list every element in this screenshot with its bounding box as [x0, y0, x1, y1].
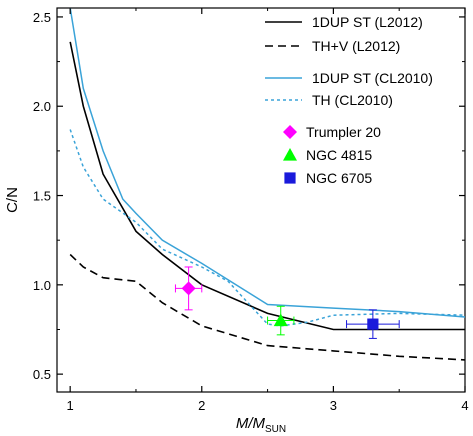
series-line — [69, 8, 465, 318]
legend-label: NGC 6705 — [306, 170, 372, 186]
legend-label: TH+V (L2012) — [312, 38, 400, 54]
axes: 1 2 3 4 0.5 1.0 1.5 2.0 2.5 M/MSUN C/N — [4, 8, 469, 435]
data-point-square — [367, 318, 379, 330]
y-tick-label: 2.0 — [33, 99, 51, 114]
legend-marker-square — [284, 172, 296, 184]
legend-label: 1DUP ST (L2012) — [312, 14, 423, 30]
x-tick-label: 3 — [330, 398, 337, 413]
legend-marker-triangle — [283, 148, 297, 161]
legend-label: TH (CL2010) — [312, 92, 393, 108]
legend-label: Trumpler 20 — [306, 124, 381, 140]
x-axis-label: M/MSUN — [236, 415, 286, 435]
series-layer — [69, 8, 465, 361]
x-tick-label: 4 — [461, 398, 468, 413]
legend-label: 1DUP ST (CL2010) — [312, 70, 433, 86]
plot-border — [56, 7, 466, 393]
x-tick-label: 2 — [198, 398, 205, 413]
series-line — [69, 129, 465, 327]
plot-frame — [56, 7, 466, 393]
legend-marker-diamond — [283, 125, 297, 139]
points-layer — [174, 266, 400, 339]
data-point-diamond — [181, 281, 196, 296]
y-tick-label: 2.5 — [33, 10, 51, 25]
legend-label: NGC 4815 — [306, 147, 372, 163]
legend: 1DUP ST (L2012) TH+V (L2012) 1DUP ST (CL20… — [265, 14, 433, 186]
y-axis-label: C/N — [4, 187, 21, 213]
y-tick-label: 0.5 — [33, 367, 51, 382]
data-point-triangle — [273, 313, 288, 327]
series-line — [69, 41, 465, 331]
y-tick-label: 1.5 — [33, 189, 51, 204]
series-line — [69, 253, 465, 361]
y-tick-label: 1.0 — [33, 278, 51, 293]
x-tick-label: 1 — [67, 398, 74, 413]
